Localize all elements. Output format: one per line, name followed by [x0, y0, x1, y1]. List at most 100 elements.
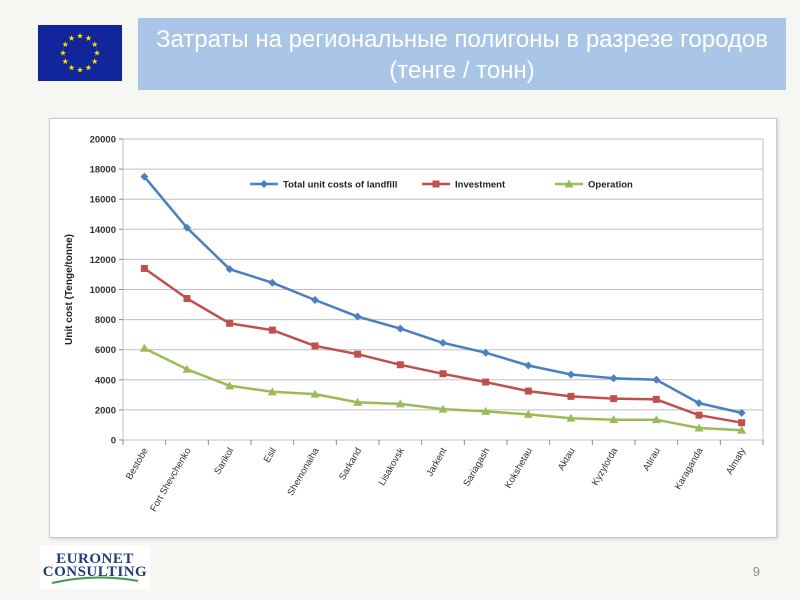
x-tick-label: Jarkent [424, 446, 449, 479]
legend-marker [432, 180, 440, 188]
eu-star-icon [59, 49, 67, 56]
data-point [225, 265, 234, 274]
chart-frame: 0 2000 4000 6000 8000 10000 12000 14000 16000 180… [49, 118, 777, 538]
x-tick-label: Almaty [724, 446, 748, 477]
legend-marker [564, 179, 574, 188]
series-group [139, 343, 747, 434]
data-point [439, 338, 447, 347]
x-tick-label: Karaganda [673, 445, 706, 491]
x-tick-label: Fort Shevchenko [148, 446, 193, 514]
eu-star-icon [93, 49, 101, 56]
eu-star-icon [76, 32, 84, 39]
data-point [524, 387, 532, 395]
legend: Total unit costs of landfill Investment Op… [250, 179, 633, 191]
y-tick-label: 4000 [95, 375, 116, 386]
data-point [140, 172, 149, 181]
data-point [652, 375, 661, 384]
series-group [140, 264, 746, 427]
data-point [183, 295, 191, 303]
euronet-logo: EURONET CONSULTING [40, 545, 150, 589]
eu-star-icon [85, 35, 92, 41]
data-point [567, 370, 575, 379]
data-point [439, 370, 447, 378]
eu-star-icon [91, 58, 98, 65]
x-tick-label: Atirau [641, 446, 663, 473]
data-point [268, 326, 276, 334]
eu-star-icon [62, 58, 69, 65]
data-point [353, 397, 363, 406]
data-point [226, 319, 234, 327]
y-tick-label: 12000 [90, 255, 116, 266]
data-point [567, 392, 575, 400]
data-point [610, 395, 618, 403]
data-point [140, 264, 148, 272]
eu-star-icon [68, 64, 75, 71]
legend-label: Total unit costs of landfill [283, 180, 397, 191]
page-number: 9 [752, 564, 760, 579]
data-point [737, 408, 746, 417]
slide-title: Затраты на региональные полигоны в разре… [155, 26, 769, 84]
data-point [395, 399, 405, 408]
eu-star-icon [68, 35, 75, 41]
data-point [652, 395, 660, 403]
y-tick-label: 0 [111, 436, 116, 447]
data-point [651, 415, 661, 424]
eu-star-icon [91, 41, 98, 48]
data-point [695, 399, 703, 408]
x-tick-label: Lisakovsk [377, 446, 408, 488]
y-axis-label: Unit cost (Tenge/tonne) [64, 234, 75, 345]
line-chart: 0 2000 4000 6000 8000 10000 12000 14000 16000 180… [64, 135, 764, 514]
y-tick-label: 8000 [95, 315, 116, 326]
data-point [523, 409, 533, 418]
y-tick-label: 20000 [90, 135, 116, 146]
data-point [609, 415, 619, 424]
data-point [738, 419, 746, 427]
data-point [183, 223, 191, 232]
logo-swoosh-icon [51, 576, 139, 584]
y-tick-label: 16000 [90, 195, 116, 206]
data-point [311, 296, 319, 305]
data-point [311, 342, 319, 350]
data-point [566, 413, 576, 422]
data-point [737, 425, 747, 434]
title-band [138, 18, 786, 90]
data-point [609, 374, 618, 383]
data-point [481, 348, 490, 357]
series-line [143, 175, 742, 415]
data-point [482, 378, 490, 386]
y-tick-label: 18000 [90, 165, 116, 176]
data-point [481, 406, 491, 415]
x-tick-label: Kokshetau [503, 446, 535, 490]
data-point [353, 312, 362, 321]
legend-label: Investment [455, 180, 506, 191]
eu-star-icon [62, 41, 69, 48]
x-tick-label: Sariagash [461, 446, 492, 489]
x-tick-label: Sarikol [212, 446, 236, 477]
series-group [140, 172, 746, 417]
data-point [268, 278, 277, 287]
data-point [310, 389, 320, 398]
x-tick-label: Sarkand [337, 446, 364, 482]
legend-label: Operation [588, 180, 633, 191]
data-point [267, 387, 277, 396]
data-point [139, 343, 149, 352]
y-tick-label: 10000 [90, 285, 116, 296]
data-point [354, 350, 362, 358]
data-point [396, 324, 405, 333]
legend-marker [260, 180, 268, 188]
eu-flag-stars [59, 32, 101, 73]
y-tick-label: 6000 [95, 345, 116, 356]
eu-flag-icon [38, 25, 122, 81]
data-point [438, 404, 448, 413]
y-tick-label: 2000 [95, 405, 116, 416]
logo-text-line1: EURONET [56, 551, 134, 567]
data-point [182, 364, 192, 373]
logo-text-line2: CONSULTING [42, 564, 148, 580]
data-point [225, 381, 235, 390]
x-tick-label: Bestobe [124, 446, 151, 482]
x-tick-label: Aktau [556, 446, 578, 473]
x-tick-label: Shemonaiha [285, 445, 322, 497]
y-tick-label: 14000 [90, 225, 116, 236]
eu-star-icon [76, 66, 84, 73]
data-point [396, 361, 404, 369]
